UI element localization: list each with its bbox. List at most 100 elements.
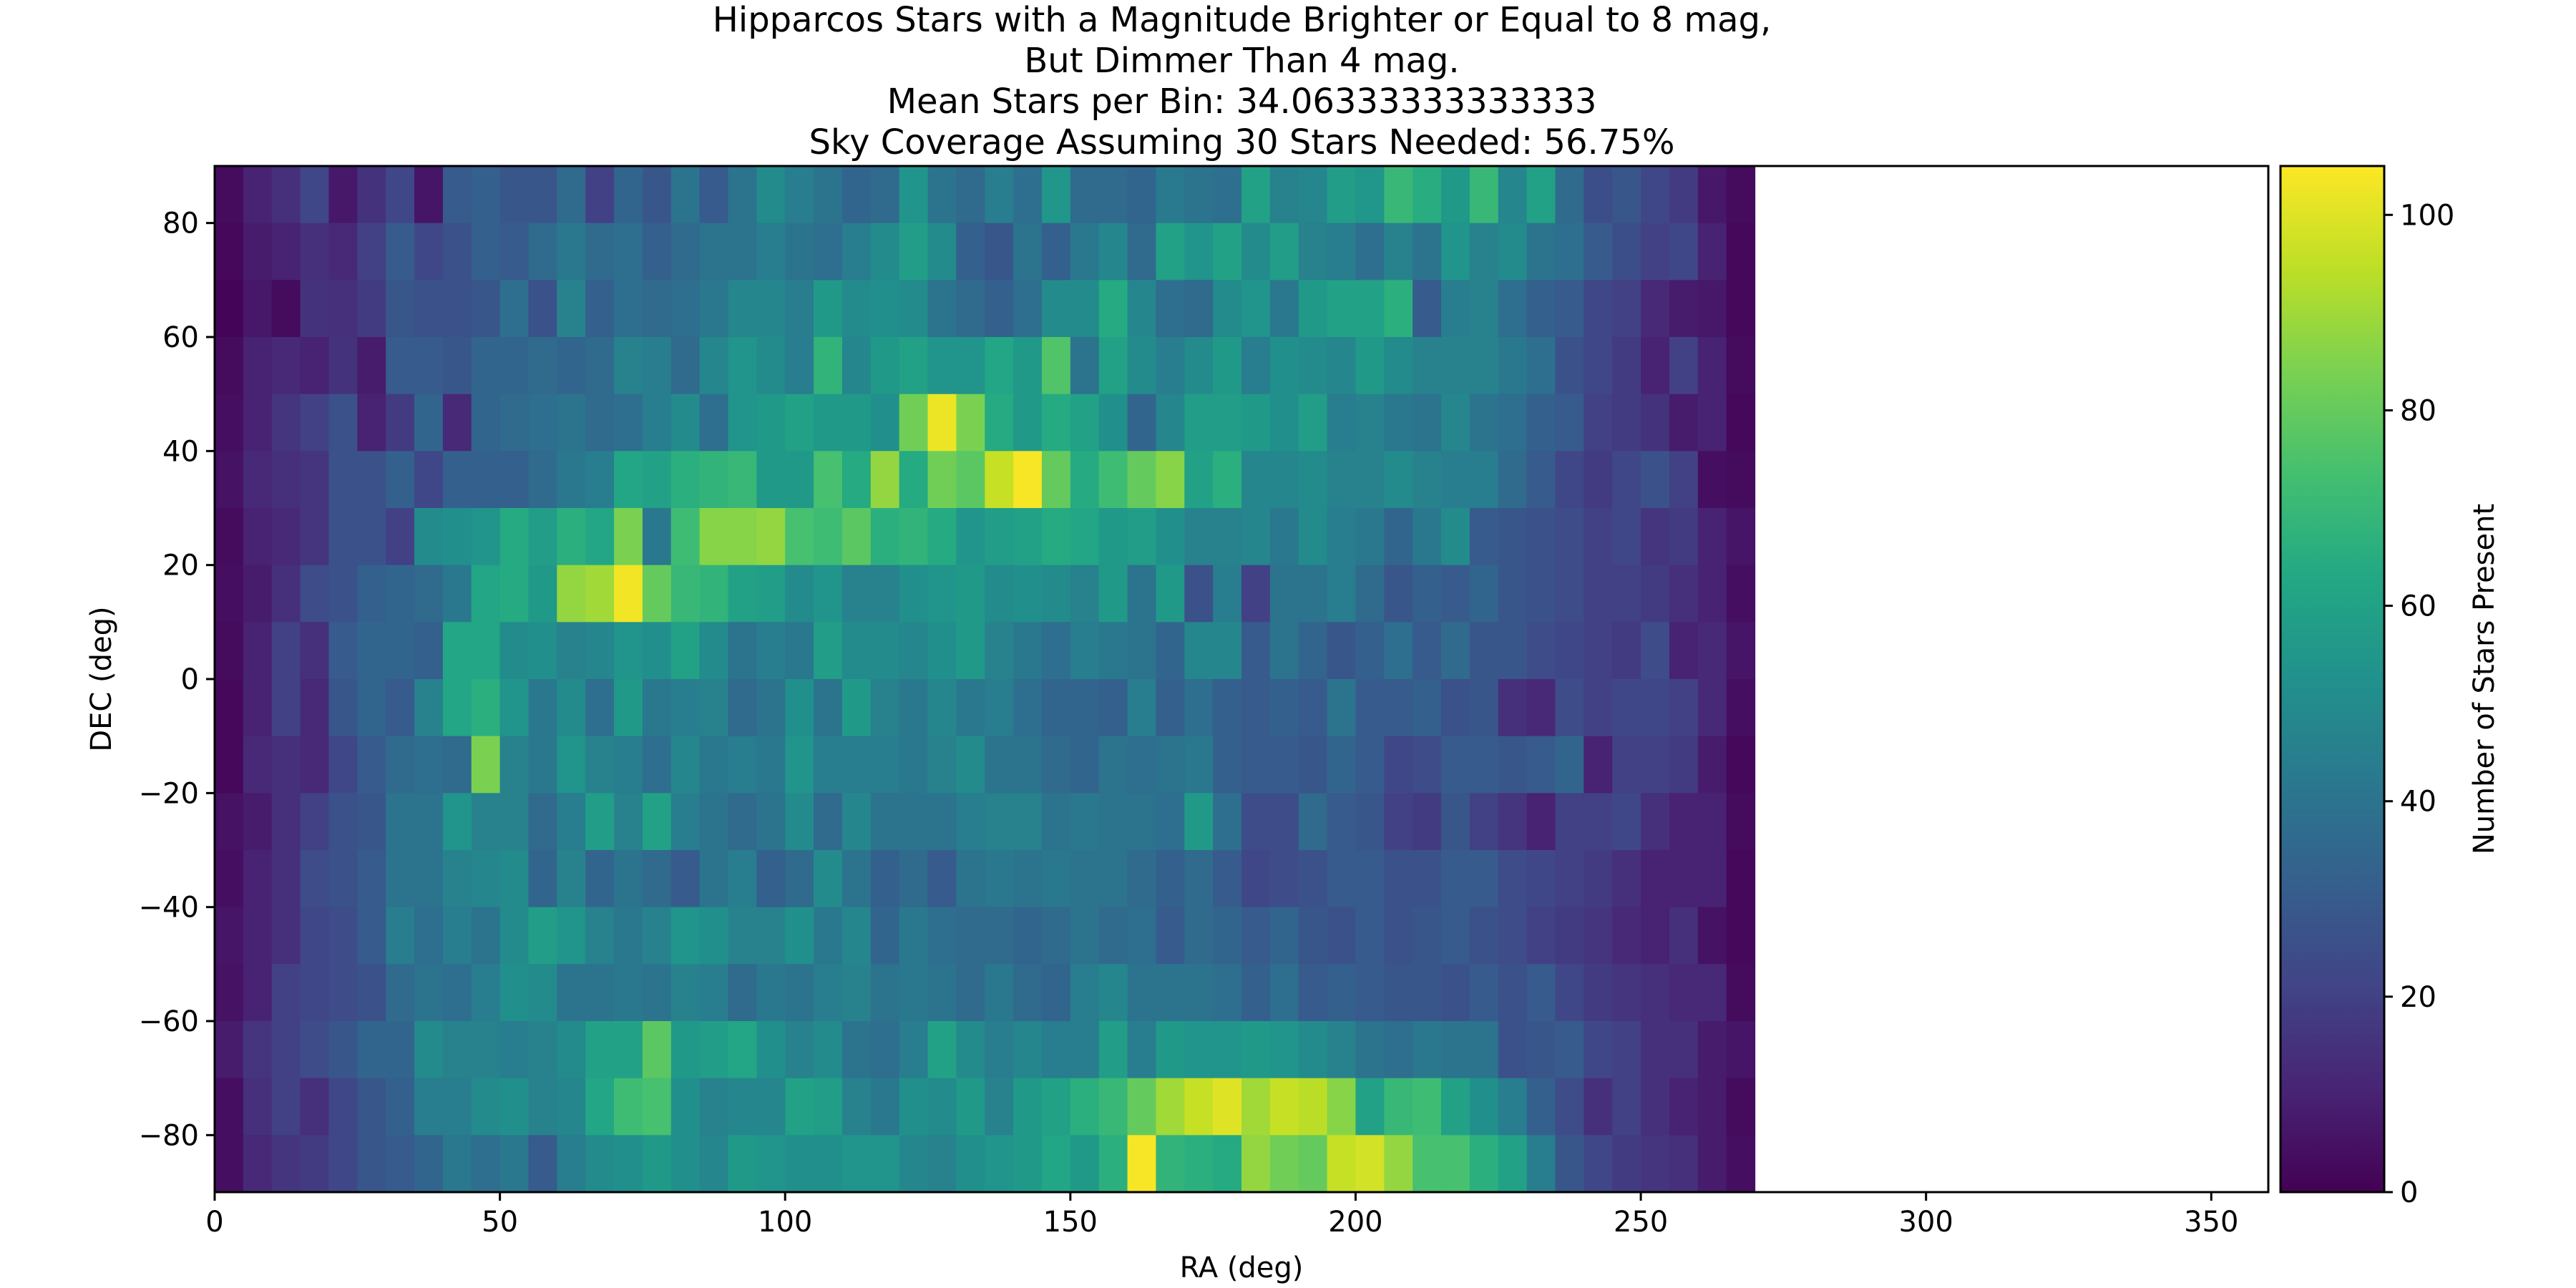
heatmap-cell	[1697, 394, 1727, 452]
heatmap-cell	[814, 1021, 843, 1079]
heatmap-cell	[1041, 622, 1071, 680]
heatmap-cell	[785, 1135, 814, 1193]
heatmap-cell	[985, 337, 1014, 395]
heatmap-cell	[357, 166, 386, 224]
heatmap-cell	[414, 394, 444, 452]
y-tick-label: 60	[162, 321, 199, 354]
heatmap-cell	[1098, 736, 1128, 794]
heatmap-cell	[1669, 907, 1699, 965]
heatmap-cell	[1213, 166, 1242, 224]
heatmap-cell	[814, 793, 843, 851]
heatmap-cell	[699, 622, 729, 680]
heatmap-cell	[1184, 1021, 1214, 1079]
heatmap-cell	[1612, 166, 1641, 224]
heatmap-cell	[870, 223, 900, 280]
heatmap-cell	[386, 565, 415, 623]
heatmap-cell	[1241, 223, 1271, 280]
heatmap-cell	[243, 280, 273, 338]
heatmap-cell	[1555, 451, 1584, 509]
heatmap-cell	[841, 394, 872, 452]
heatmap-cell	[1355, 1078, 1385, 1136]
heatmap-cell	[1469, 565, 1499, 623]
heatmap-cell	[1441, 508, 1470, 566]
heatmap-cell	[642, 166, 672, 224]
heatmap-cell	[1269, 1021, 1299, 1079]
heatmap-cell	[528, 223, 557, 280]
heatmap-cell	[386, 1021, 415, 1079]
heatmap-cell	[1298, 337, 1328, 395]
heatmap-cell	[585, 907, 615, 965]
heatmap-cell	[614, 337, 643, 395]
heatmap-cell	[1184, 508, 1214, 566]
heatmap-cell	[1526, 1021, 1556, 1079]
heatmap-cell	[1355, 166, 1385, 224]
heatmap-cell	[1413, 337, 1442, 395]
heatmap-cell	[357, 850, 386, 908]
heatmap-cell	[841, 907, 872, 965]
heatmap-cell	[1070, 850, 1100, 908]
heatmap-cell	[328, 679, 358, 737]
heatmap-cell	[1441, 622, 1470, 680]
heatmap-cell	[471, 622, 501, 680]
heatmap-cell	[1669, 280, 1699, 338]
heatmap-cell	[670, 223, 701, 280]
heatmap-cell	[814, 394, 843, 452]
heatmap-cell	[1127, 1135, 1157, 1193]
heatmap-cell	[357, 622, 386, 680]
heatmap-cell	[1612, 1135, 1641, 1193]
heatmap-cell	[841, 622, 872, 680]
heatmap-cell	[1184, 394, 1214, 452]
heatmap-cell	[328, 1021, 358, 1079]
heatmap-cell	[1213, 223, 1242, 280]
heatmap-cell	[1298, 280, 1328, 338]
heatmap-cell	[756, 280, 786, 338]
heatmap-cell	[1156, 508, 1185, 566]
heatmap-cell	[528, 850, 557, 908]
heatmap-cell	[870, 394, 900, 452]
heatmap-cell	[699, 508, 729, 566]
title-line-4: Sky Coverage Assuming 30 Stars Needed: 5…	[809, 122, 1675, 162]
heatmap-cell	[1612, 1021, 1641, 1079]
heatmap-cell	[1612, 337, 1641, 395]
heatmap-cell	[357, 280, 386, 338]
heatmap-cell	[442, 1021, 472, 1079]
heatmap-cell	[1013, 736, 1043, 794]
heatmap-cell	[1327, 166, 1357, 224]
heatmap-cell	[956, 850, 985, 908]
heatmap-cell	[499, 337, 530, 395]
heatmap-cell	[642, 280, 672, 338]
heatmap-cell	[328, 622, 358, 680]
heatmap-cell	[756, 907, 786, 965]
heatmap-cell	[956, 223, 985, 280]
heatmap-cell	[1355, 508, 1385, 566]
heatmap-cell	[1355, 565, 1385, 623]
heatmap-cell	[386, 508, 415, 566]
heatmap-cell	[328, 337, 358, 395]
heatmap-cell	[841, 679, 872, 737]
heatmap-cell	[1555, 280, 1584, 338]
heatmap-cell	[841, 508, 872, 566]
heatmap-cell	[1327, 622, 1357, 680]
heatmap-cell	[1726, 451, 1756, 509]
heatmap-cell	[215, 280, 244, 338]
heatmap-cell	[528, 1021, 557, 1079]
heatmap-cell	[499, 1078, 530, 1136]
heatmap-cell	[528, 565, 557, 623]
heatmap-cell	[956, 622, 985, 680]
heatmap-cell	[499, 793, 530, 851]
heatmap-cell	[1584, 1135, 1613, 1193]
heatmap-cell	[1127, 850, 1157, 908]
heatmap-cell	[1098, 1135, 1128, 1193]
heatmap-cell	[670, 280, 701, 338]
heatmap-cell	[471, 337, 501, 395]
colorbar-tick-label: 100	[2400, 199, 2454, 232]
heatmap-cell	[1269, 166, 1299, 224]
heatmap-cell	[899, 964, 929, 1022]
heatmap-cell	[528, 1078, 557, 1136]
heatmap-cell	[471, 565, 501, 623]
heatmap-cell	[243, 793, 273, 851]
heatmap-cell	[841, 451, 872, 509]
heatmap-cell	[1213, 907, 1242, 965]
heatmap-cell	[414, 1078, 444, 1136]
heatmap-cell	[1355, 964, 1385, 1022]
